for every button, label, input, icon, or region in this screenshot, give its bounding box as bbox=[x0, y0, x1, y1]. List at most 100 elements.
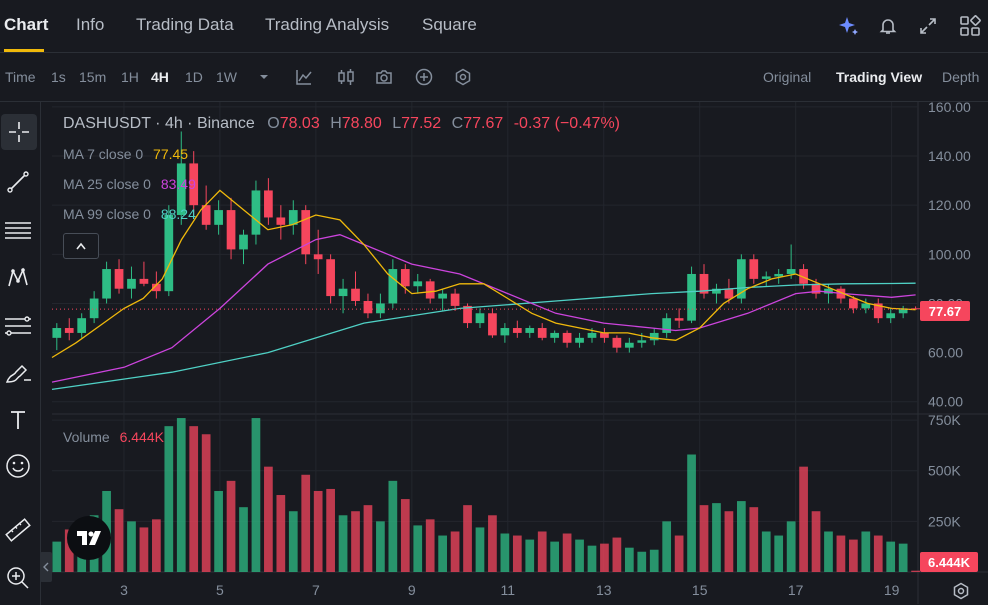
price-tick-label: 100.00 bbox=[928, 246, 971, 262]
price-tick-label: 40.00 bbox=[928, 394, 963, 410]
zoom-in-icon[interactable] bbox=[0, 560, 36, 596]
volume-bar bbox=[512, 535, 522, 572]
ruler-icon[interactable] bbox=[0, 512, 36, 548]
volume-legend: Volume 6.444K bbox=[63, 429, 164, 445]
candle-body bbox=[164, 215, 174, 292]
low-label: L bbox=[392, 115, 402, 132]
candle-body bbox=[201, 205, 211, 225]
interval-1d[interactable]: 1D bbox=[185, 69, 203, 85]
candle-type-icon[interactable] bbox=[335, 66, 357, 88]
view-original[interactable]: Original bbox=[763, 69, 812, 85]
candle-body bbox=[824, 288, 833, 294]
candle-body bbox=[786, 269, 796, 274]
volume-bar bbox=[388, 480, 398, 572]
volume-bar bbox=[873, 535, 883, 572]
volume-bar bbox=[338, 515, 348, 572]
high-value: 78.80 bbox=[341, 115, 382, 132]
interval-time[interactable]: Time bbox=[5, 69, 36, 85]
chart-settings-icon[interactable] bbox=[950, 580, 972, 602]
volume-bar bbox=[488, 515, 497, 572]
crosshair-icon[interactable] bbox=[1, 114, 37, 150]
volume-bar bbox=[425, 519, 435, 572]
view-trading-view[interactable]: Trading View bbox=[836, 69, 923, 85]
ma99-value: 88.24 bbox=[160, 206, 196, 222]
time-tick-label: 17 bbox=[788, 582, 804, 598]
fib-retracement-icon[interactable] bbox=[0, 308, 36, 344]
candle-body bbox=[600, 332, 609, 338]
brush-icon[interactable] bbox=[0, 356, 36, 392]
time-tick-label: 5 bbox=[216, 582, 224, 598]
change-value: -0.37 (−0.47%) bbox=[513, 115, 620, 132]
emoji-icon[interactable] bbox=[0, 448, 36, 484]
volume-bar bbox=[624, 547, 634, 572]
candle-body bbox=[749, 259, 759, 279]
volume-bar bbox=[824, 531, 833, 572]
candle-body bbox=[898, 308, 908, 314]
volume-bar bbox=[761, 531, 771, 572]
camera-icon[interactable] bbox=[373, 66, 395, 88]
collapse-sidebar-icon[interactable] bbox=[40, 552, 52, 582]
candle-body bbox=[475, 313, 485, 324]
candle-body bbox=[799, 269, 808, 284]
text-tool-icon[interactable] bbox=[0, 402, 36, 438]
volume-label: Volume bbox=[63, 429, 110, 445]
tab-trading-analysis[interactable]: Trading Analysis bbox=[265, 15, 390, 34]
volume-bar bbox=[687, 454, 696, 572]
collapse-legend-button[interactable] bbox=[63, 233, 99, 259]
candle-body bbox=[525, 328, 535, 333]
interval-1h[interactable]: 1H bbox=[121, 69, 139, 85]
candle-body bbox=[388, 269, 398, 304]
volume-bar bbox=[699, 505, 709, 572]
candle-body bbox=[761, 276, 771, 279]
volume-bar bbox=[662, 521, 672, 572]
candle-body bbox=[127, 278, 136, 289]
volume-bar bbox=[164, 426, 174, 572]
volume-bar bbox=[376, 521, 385, 572]
ma7-line bbox=[51, 189, 916, 359]
candle-body bbox=[301, 210, 311, 255]
candle-body bbox=[326, 259, 335, 297]
candle-body bbox=[649, 332, 659, 341]
volume-bar bbox=[811, 511, 821, 572]
candle-body bbox=[338, 288, 348, 297]
open-label: O bbox=[267, 115, 280, 132]
time-tick-label: 13 bbox=[596, 582, 612, 598]
interval-1w[interactable]: 1W bbox=[216, 69, 237, 85]
volume-bar bbox=[450, 531, 460, 572]
volume-bar bbox=[774, 535, 784, 572]
tab-square[interactable]: Square bbox=[422, 15, 477, 34]
grid-icon[interactable] bbox=[958, 14, 982, 38]
indicator-icon[interactable] bbox=[293, 66, 315, 88]
volume-bar bbox=[911, 570, 920, 572]
tab-chart[interactable]: Chart bbox=[4, 15, 49, 34]
volume-bar bbox=[898, 543, 908, 572]
interval-15m[interactable]: 15m bbox=[79, 69, 107, 85]
chevron-down-icon[interactable] bbox=[253, 66, 275, 88]
time-tick-label: 3 bbox=[120, 582, 128, 598]
top-nav: Chart Info Trading Data Trading Analysis… bbox=[0, 0, 988, 53]
trend-line-icon[interactable] bbox=[0, 164, 36, 200]
view-depth[interactable]: Depth bbox=[942, 69, 980, 85]
candle-body bbox=[89, 298, 99, 319]
ai-sparkle-icon[interactable] bbox=[837, 14, 861, 38]
candle-body bbox=[264, 190, 273, 218]
interval-4h[interactable]: 4H bbox=[151, 69, 169, 85]
bell-icon[interactable] bbox=[876, 14, 900, 38]
volume-bar bbox=[475, 527, 485, 572]
volume-bar bbox=[637, 551, 647, 572]
pattern-icon[interactable] bbox=[0, 260, 36, 296]
add-circle-icon[interactable] bbox=[413, 66, 435, 88]
expand-icon[interactable] bbox=[916, 14, 940, 38]
horizontal-lines-icon[interactable] bbox=[0, 212, 36, 248]
volume-bar bbox=[214, 490, 223, 572]
tradingview-logo bbox=[67, 516, 111, 560]
tab-info[interactable]: Info bbox=[76, 15, 105, 34]
interval-1s[interactable]: 1s bbox=[51, 69, 66, 85]
settings-hex-icon[interactable] bbox=[452, 66, 474, 88]
volume-bar bbox=[674, 535, 684, 572]
ma25-legend: MA 25 close 0 83.49 bbox=[63, 176, 196, 192]
tab-trading-data[interactable]: Trading Data bbox=[136, 15, 234, 34]
volume-bar bbox=[575, 539, 584, 572]
open-value: 78.03 bbox=[279, 115, 320, 132]
